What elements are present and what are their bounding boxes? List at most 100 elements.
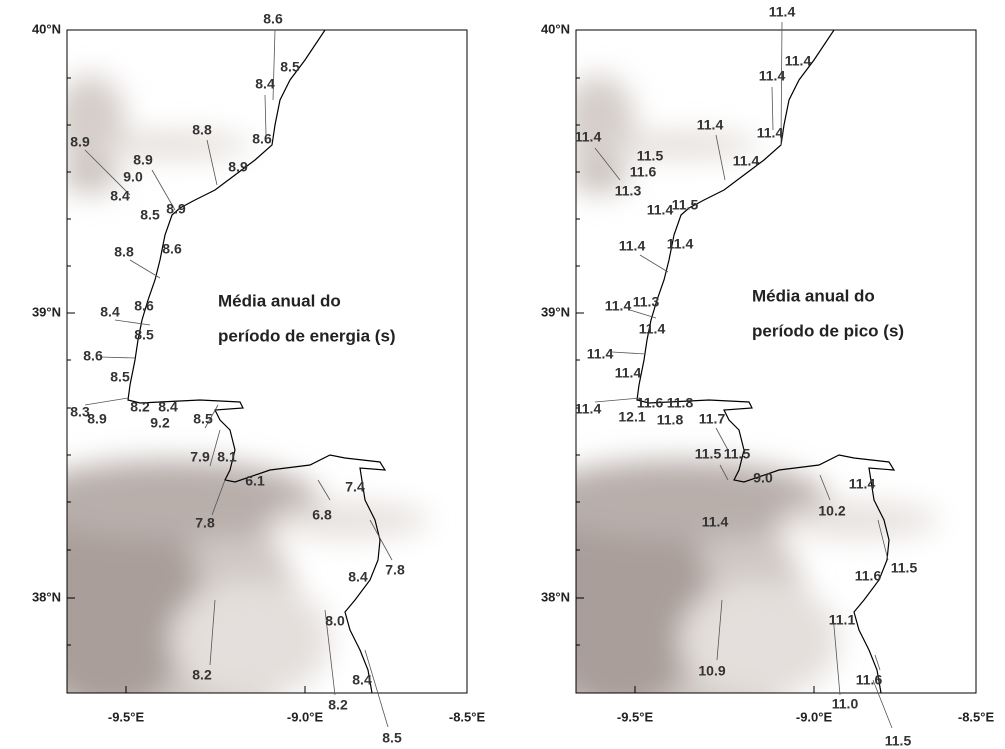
value-label: 11.4: [575, 129, 602, 145]
leader-line: [318, 480, 330, 500]
value-label: 8.6: [134, 298, 154, 314]
value-label: 11.8: [657, 412, 684, 428]
value-label: 11.7: [699, 411, 726, 427]
panel-title: período de energia (s): [218, 326, 396, 345]
value-label: 11.3: [615, 183, 642, 199]
value-label: 10.9: [698, 663, 725, 679]
value-label: 8.4: [255, 76, 275, 92]
value-label: 11.0: [832, 696, 859, 712]
value-label: 8.5: [193, 411, 213, 427]
value-label: 11.4: [785, 53, 812, 69]
value-label: 12.1: [618, 409, 645, 425]
map-figure: 40°N 39°N 38°N -9.5°E -9.0°E -8.5°E Média anua…: [0, 0, 1005, 749]
value-label: 11.4: [697, 117, 724, 133]
panel-title: período de pico (s): [752, 321, 904, 340]
value-label: 8.5: [110, 369, 130, 385]
value-label: 11.4: [759, 68, 786, 84]
value-label: 7.8: [195, 515, 215, 531]
lat-tick-label: 40°N: [541, 21, 570, 36]
value-label: 11.5: [891, 560, 918, 576]
value-label: 11.5: [637, 148, 664, 164]
leader-line: [100, 357, 135, 358]
leader-line: [265, 95, 266, 135]
lat-tick-label: 40°N: [32, 21, 61, 36]
leader-line: [130, 260, 160, 278]
value-label: 8.9: [70, 134, 90, 150]
lon-tick-label: -8.5°E: [449, 709, 486, 724]
value-label: 11.4: [615, 365, 642, 381]
value-label: 11.4: [587, 346, 614, 362]
lon-tick-label: -9.5°E: [617, 709, 654, 724]
value-label: 8.6: [162, 241, 182, 257]
value-label: 8.0: [325, 613, 345, 629]
value-label: 8.5: [382, 730, 402, 746]
lon-tick-label: -9.5°E: [108, 709, 145, 724]
value-label: 8.6: [83, 348, 103, 364]
value-label: 8.5: [134, 327, 154, 343]
value-label: 8.5: [280, 59, 300, 75]
value-label: 11.4: [619, 238, 646, 254]
panel-title: Média anual do: [218, 291, 341, 310]
value-label: 11.6: [855, 568, 882, 584]
value-label: 11.5: [885, 733, 912, 749]
value-label: 8.8: [114, 244, 134, 260]
value-label: 11.1: [829, 612, 856, 628]
leader-line: [595, 398, 640, 402]
value-label: 11.4: [702, 514, 729, 530]
value-label: 11.4: [575, 401, 602, 417]
panel-title: Média anual do: [752, 286, 875, 305]
value-label: 8.4: [352, 672, 372, 688]
value-label: 11.5: [724, 446, 751, 462]
value-label: 8.1: [217, 449, 237, 465]
value-label: 11.4: [647, 202, 674, 218]
value-label: 8.4: [100, 304, 120, 320]
lon-tick-label: -8.5°E: [958, 709, 995, 724]
value-label: 11.6: [630, 164, 657, 180]
value-label: 10.2: [818, 503, 845, 519]
value-label: 8.9: [166, 201, 186, 217]
value-label: 11.5: [672, 197, 699, 213]
lat-tick-label: 38°N: [541, 589, 570, 604]
leader-line: [772, 87, 773, 130]
bathymetry-shading: [0, 30, 430, 749]
lon-tick-label: -9.0°E: [287, 709, 324, 724]
leader-line: [612, 352, 645, 354]
value-label: 8.9: [87, 411, 107, 427]
value-label: 11.3: [633, 294, 660, 310]
value-label: 8.9: [228, 159, 248, 175]
value-label: 6.1: [245, 473, 265, 489]
value-label: 8.2: [328, 697, 348, 713]
value-label: 11.4: [769, 4, 796, 20]
leader-line: [365, 650, 388, 727]
lat-tick-label: 38°N: [32, 589, 61, 604]
value-label: 9.2: [150, 415, 170, 431]
value-label: 9.0: [753, 470, 773, 486]
value-label: 7.8: [385, 562, 405, 578]
value-label: 7.9: [190, 449, 210, 465]
value-label: 11.4: [639, 321, 666, 337]
value-label: 7.4: [345, 479, 365, 495]
value-label: 8.6: [263, 11, 283, 27]
value-label: 8.5: [140, 207, 160, 223]
lat-tick-label: 39°N: [541, 304, 570, 319]
value-label: 8.4: [348, 569, 368, 585]
value-label: 8.9: [133, 152, 153, 168]
lat-tick-label: 39°N: [32, 304, 61, 319]
leader-line: [640, 255, 668, 272]
bathymetry-shading: [509, 30, 939, 749]
value-label: 8.8: [192, 122, 212, 138]
value-label: 11.4: [605, 298, 632, 314]
value-label: 9.0: [123, 169, 143, 185]
value-label: 8.2: [192, 667, 212, 683]
value-label: 11.6: [856, 672, 883, 688]
value-label: 11.8: [667, 395, 694, 411]
value-label: 6.8: [312, 507, 332, 523]
value-label: 11.5: [695, 446, 722, 462]
value-label: 11.4: [733, 153, 760, 169]
value-label: 8.4: [158, 399, 178, 415]
leader-line: [630, 310, 656, 318]
value-label: 11.4: [667, 236, 694, 252]
lon-tick-label: -9.0°E: [796, 709, 833, 724]
value-label: 11.4: [849, 476, 876, 492]
leader-line: [85, 398, 128, 405]
